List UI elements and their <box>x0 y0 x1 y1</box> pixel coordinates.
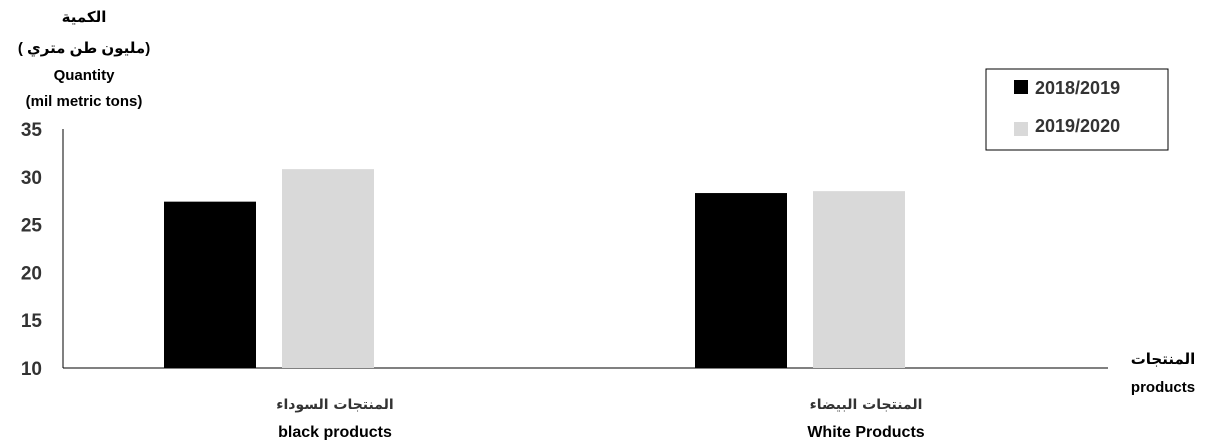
y-axis-title-line-2: ( مليون طن متري) <box>18 40 150 58</box>
y-axis-title-line-4: (mil metric tons) <box>26 93 143 110</box>
bar-series-1-category-1 <box>164 201 256 368</box>
y-tick-label: 20 <box>21 263 42 284</box>
category-label-white-ar: المنتجات البيضاء <box>810 397 923 413</box>
y-tick-label: 10 <box>21 359 42 380</box>
y-tick-label: 15 <box>21 311 43 332</box>
y-tick-label: 30 <box>21 168 42 189</box>
x-axis-title: المنتجات products <box>1131 351 1196 396</box>
y-tick-label: 35 <box>21 120 43 141</box>
y-tick-label: 25 <box>21 216 43 237</box>
legend: 2018/2019 2019/2020 <box>985 68 1169 151</box>
x-axis-title-line-1: المنتجات <box>1131 351 1196 368</box>
category-label-black-ar: المنتجات السوداء <box>276 397 393 413</box>
bar-series-2-category-2 <box>813 191 905 368</box>
legend-label-2019-2020: 2019/2020 <box>1035 116 1120 136</box>
legend-swatch-2018-2019 <box>1014 80 1028 94</box>
legend-label-2018-2019: 2018/2019 <box>1035 78 1120 98</box>
bar-series-1-category-2 <box>695 193 787 368</box>
x-axis-title-line-2: products <box>1131 379 1195 396</box>
y-tick-labels: 10 15 20 25 30 35 <box>21 120 43 380</box>
bar-series-2-category-1 <box>282 169 374 368</box>
y-axis-title-line-3: Quantity <box>54 67 115 84</box>
y-axis-title-line-1: الكمية <box>62 9 107 26</box>
category-label-black-en: black products <box>278 424 392 440</box>
category-label-white-en: White Products <box>807 424 924 440</box>
legend-swatch-2019-2020 <box>1014 122 1028 136</box>
bars <box>164 169 905 368</box>
category-labels: المنتجات السوداء black products المنتجات… <box>276 397 924 440</box>
y-axis-title: الكمية ( مليون طن متري) Quantity (mil me… <box>18 9 150 110</box>
